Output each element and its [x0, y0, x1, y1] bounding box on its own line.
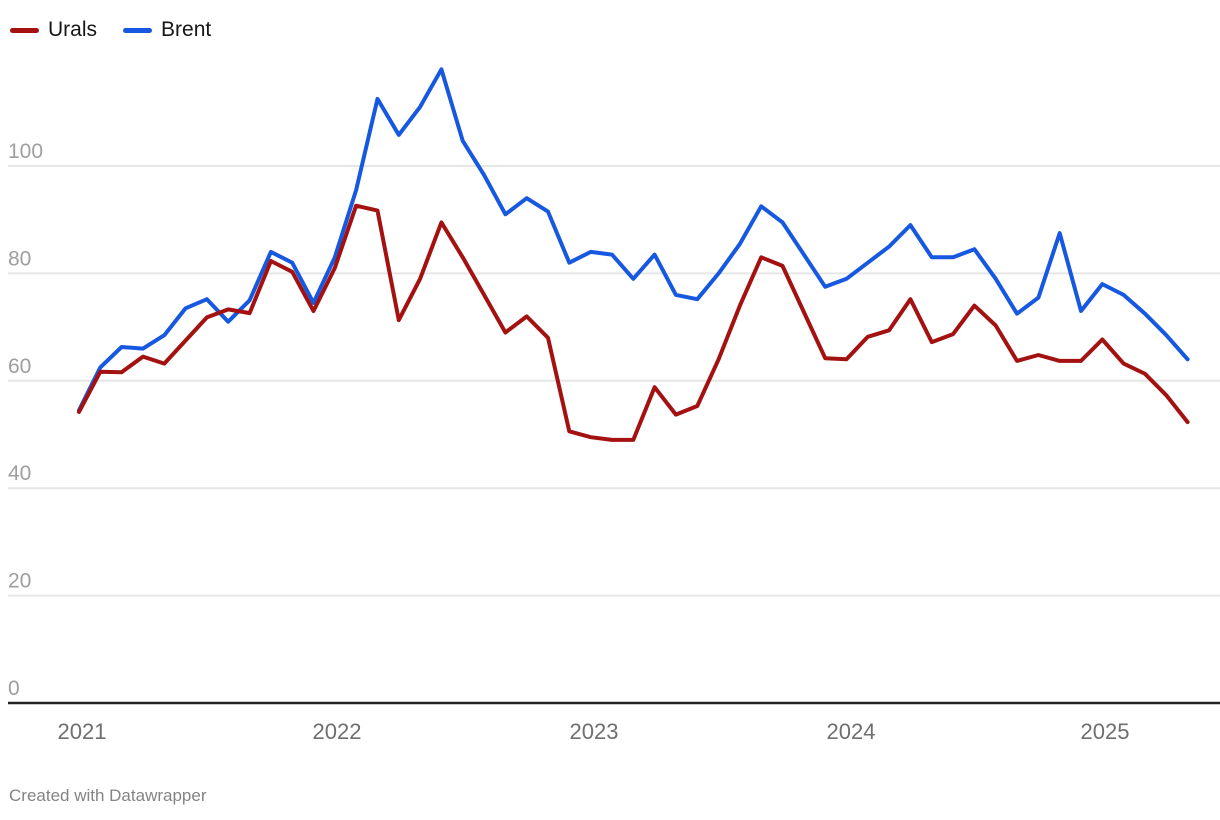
y-tick-label-100: 100 [8, 140, 43, 163]
y-tick-label-60: 60 [8, 355, 31, 378]
x-tick-label-2024: 2024 [827, 719, 876, 744]
legend-item-brent: Brent [123, 17, 211, 43]
legend-label-urals: Urals [48, 18, 98, 41]
y-tick-label-0: 0 [8, 677, 20, 700]
brent-line-swatch [123, 27, 153, 33]
chart-legend: Urals Brent [10, 17, 211, 43]
datawrapper-attribution: Created with Datawrapper [9, 786, 207, 805]
y-tick-label-80: 80 [8, 247, 31, 270]
urals-line-swatch [10, 27, 39, 33]
y-tick-label-40: 40 [8, 462, 31, 485]
series-line-brent[interactable] [77, 67, 1190, 413]
series-line-urals[interactable] [77, 203, 1190, 442]
legend-item-urals: Urals [10, 17, 97, 43]
x-tick-label-2023: 2023 [570, 719, 619, 744]
x-tick-label-2022: 2022 [313, 719, 362, 744]
y-tick-label-20: 20 [8, 570, 31, 593]
legend-label-brent: Brent [161, 18, 212, 41]
x-tick-label-2025: 2025 [1081, 719, 1130, 744]
x-tick-label-2021: 2021 [58, 719, 107, 744]
